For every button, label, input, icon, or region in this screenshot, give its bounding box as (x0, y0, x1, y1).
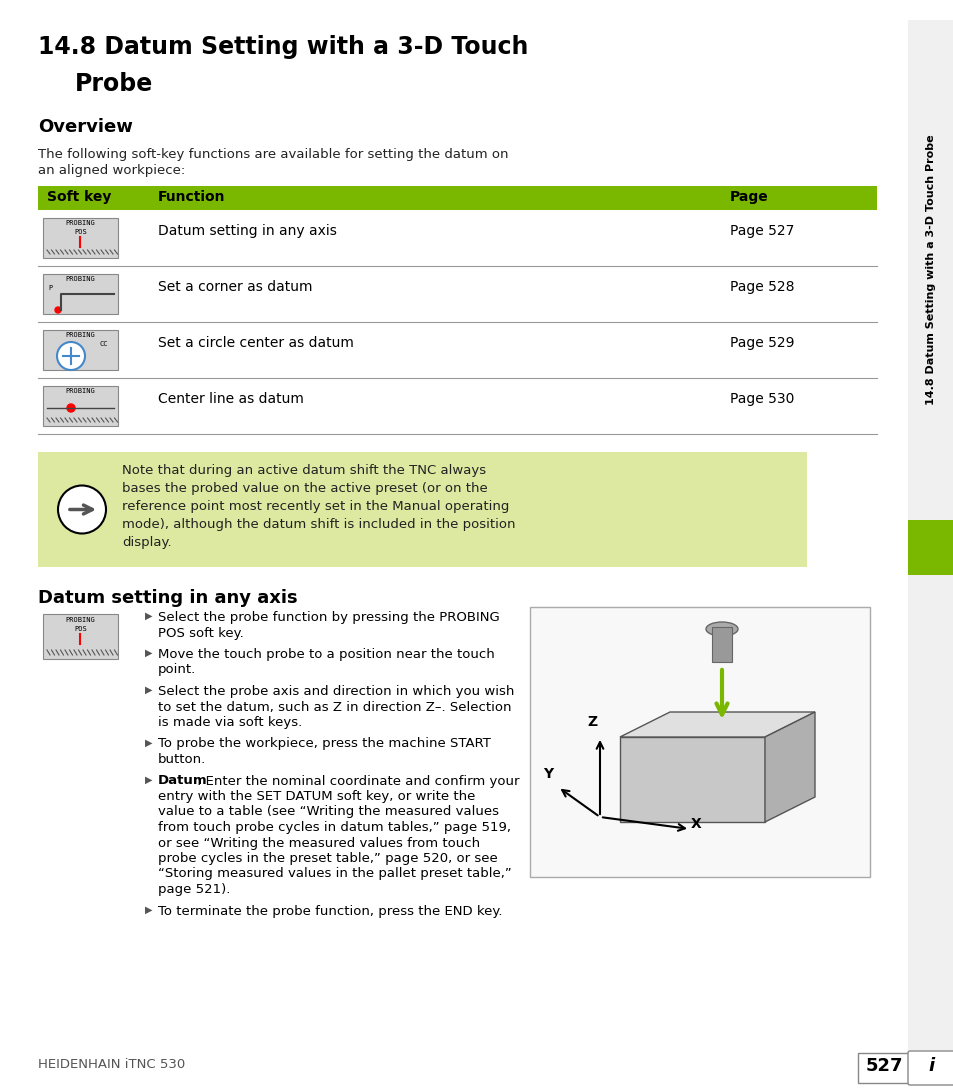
Text: ▶: ▶ (145, 738, 152, 747)
Polygon shape (764, 712, 814, 822)
Text: or see “Writing the measured values from touch: or see “Writing the measured values from… (158, 837, 479, 850)
Circle shape (55, 307, 61, 313)
Text: 14.8 Datum Setting with a 3-D Touch Probe: 14.8 Datum Setting with a 3-D Touch Prob… (925, 134, 935, 406)
Text: Probe: Probe (75, 72, 153, 96)
Circle shape (58, 485, 106, 533)
FancyBboxPatch shape (38, 185, 876, 209)
Text: Move the touch probe to a position near the touch: Move the touch probe to a position near … (158, 648, 495, 661)
Text: mode), although the datum shift is included in the position: mode), although the datum shift is inclu… (122, 518, 515, 531)
Text: Z: Z (586, 715, 597, 729)
FancyBboxPatch shape (43, 614, 118, 659)
Text: Function: Function (158, 190, 225, 204)
Text: Overview: Overview (38, 118, 132, 136)
Text: PROBING: PROBING (66, 276, 95, 281)
Text: CC: CC (100, 341, 108, 347)
Text: Datum setting in any axis: Datum setting in any axis (38, 589, 297, 607)
Text: Soft key: Soft key (47, 190, 112, 204)
FancyBboxPatch shape (711, 627, 731, 662)
Text: Datum: Datum (158, 775, 208, 788)
Text: Note that during an active datum shift the TNC always: Note that during an active datum shift t… (122, 464, 486, 477)
Text: ▶: ▶ (145, 775, 152, 784)
Text: page 521).: page 521). (158, 883, 230, 896)
Text: Page 530: Page 530 (729, 392, 794, 406)
Text: The following soft-key functions are available for setting the datum on: The following soft-key functions are ava… (38, 148, 508, 161)
Text: ▶: ▶ (145, 685, 152, 695)
Text: To terminate the probe function, press the END key.: To terminate the probe function, press t… (158, 904, 502, 918)
Text: X: X (690, 817, 700, 831)
Text: ▶: ▶ (145, 611, 152, 621)
FancyBboxPatch shape (857, 1053, 909, 1083)
Text: HEIDENHAIN iTNC 530: HEIDENHAIN iTNC 530 (38, 1058, 185, 1071)
Text: to set the datum, such as Z in direction Z–. Selection: to set the datum, such as Z in direction… (158, 700, 511, 714)
Text: 527: 527 (864, 1057, 902, 1075)
Text: Select the probe function by pressing the PROBING: Select the probe function by pressing th… (158, 611, 499, 624)
Text: value to a table (see “Writing the measured values: value to a table (see “Writing the measu… (158, 805, 498, 818)
Text: “Storing measured values in the pallet preset table,”: “Storing measured values in the pallet p… (158, 867, 511, 880)
FancyBboxPatch shape (530, 607, 869, 877)
Circle shape (67, 404, 75, 412)
Text: P: P (49, 285, 53, 291)
Text: Set a circle center as datum: Set a circle center as datum (158, 336, 354, 350)
Text: probe cycles in the preset table,” page 520, or see: probe cycles in the preset table,” page … (158, 852, 497, 865)
Text: Page 529: Page 529 (729, 336, 794, 350)
Polygon shape (619, 712, 814, 738)
Text: ▶: ▶ (145, 648, 152, 658)
FancyBboxPatch shape (907, 20, 953, 1050)
Circle shape (57, 341, 85, 370)
Text: 14.8 Datum Setting with a 3-D Touch: 14.8 Datum Setting with a 3-D Touch (38, 35, 528, 59)
Text: point.: point. (158, 663, 196, 676)
Text: Set a corner as datum: Set a corner as datum (158, 280, 313, 293)
Text: Page 528: Page 528 (729, 280, 794, 293)
Text: PROBING: PROBING (66, 332, 95, 338)
Polygon shape (619, 738, 764, 822)
Text: Datum setting in any axis: Datum setting in any axis (158, 224, 336, 238)
Text: POS: POS (74, 229, 87, 235)
Text: : Enter the nominal coordinate and confirm your: : Enter the nominal coordinate and confi… (196, 775, 519, 788)
Text: is made via soft keys.: is made via soft keys. (158, 716, 302, 729)
FancyBboxPatch shape (43, 329, 118, 370)
Text: i: i (928, 1057, 934, 1075)
FancyBboxPatch shape (38, 452, 806, 567)
Text: reference point most recently set in the Manual operating: reference point most recently set in the… (122, 500, 509, 513)
FancyBboxPatch shape (43, 218, 118, 257)
Ellipse shape (705, 622, 738, 636)
FancyBboxPatch shape (43, 274, 118, 314)
Text: Y: Y (542, 767, 553, 781)
Text: Select the probe axis and direction in which you wish: Select the probe axis and direction in w… (158, 685, 514, 698)
Text: an aligned workpiece:: an aligned workpiece: (38, 164, 185, 177)
Text: POS: POS (74, 626, 87, 632)
Text: ▶: ▶ (145, 904, 152, 914)
Text: Page: Page (729, 190, 768, 204)
Text: PROBING: PROBING (66, 388, 95, 394)
Text: POS soft key.: POS soft key. (158, 626, 244, 639)
Text: bases the probed value on the active preset (or on the: bases the probed value on the active pre… (122, 482, 487, 495)
Text: Center line as datum: Center line as datum (158, 392, 304, 406)
Text: PROBING: PROBING (66, 220, 95, 226)
Text: button.: button. (158, 753, 206, 766)
FancyBboxPatch shape (43, 386, 118, 425)
Text: entry with the SET DATUM soft key, or write the: entry with the SET DATUM soft key, or wr… (158, 790, 475, 803)
Text: from touch probe cycles in datum tables,” page 519,: from touch probe cycles in datum tables,… (158, 822, 511, 834)
Text: Page 527: Page 527 (729, 224, 794, 238)
FancyBboxPatch shape (907, 520, 953, 575)
Text: To probe the workpiece, press the machine START: To probe the workpiece, press the machin… (158, 738, 491, 751)
Text: display.: display. (122, 536, 172, 549)
FancyBboxPatch shape (907, 1051, 953, 1086)
Text: PROBING: PROBING (66, 618, 95, 623)
